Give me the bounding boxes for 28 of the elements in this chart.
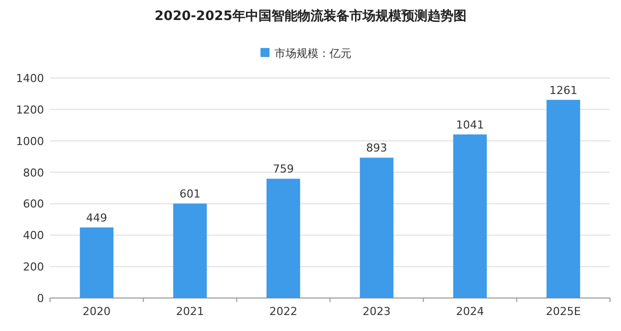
x-tick-label: 2024 bbox=[456, 305, 484, 318]
x-tick-label: 2025E bbox=[546, 305, 581, 318]
y-tick-label: 600 bbox=[23, 198, 44, 211]
y-tick-label: 0 bbox=[37, 292, 44, 305]
x-tick-label: 2022 bbox=[269, 305, 298, 318]
x-tick-label: 2021 bbox=[176, 305, 204, 318]
data-label: 449 bbox=[86, 211, 108, 224]
y-tick-label: 1200 bbox=[16, 103, 44, 116]
data-label: 1041 bbox=[456, 118, 484, 132]
data-label: 601 bbox=[180, 188, 200, 201]
bar bbox=[360, 158, 394, 298]
y-tick-label: 1400 bbox=[16, 72, 44, 85]
y-tick-label: 1000 bbox=[16, 134, 44, 148]
y-tick-label: 400 bbox=[23, 229, 44, 242]
bar bbox=[173, 204, 207, 298]
chart-title: 2020-2025年中国智能物流装备市场规模预测趋势图 bbox=[154, 8, 466, 24]
y-tick-label: 200 bbox=[23, 260, 44, 274]
data-label: 893 bbox=[366, 142, 388, 155]
data-label: 1261 bbox=[549, 84, 578, 97]
x-tick-label: 2023 bbox=[362, 305, 391, 318]
bar bbox=[266, 178, 300, 298]
legend-label: 市场规模：亿元 bbox=[274, 47, 352, 60]
data-label: 759 bbox=[272, 162, 294, 176]
bar bbox=[546, 100, 580, 298]
bar bbox=[80, 227, 114, 298]
x-tick-label: 2020 bbox=[82, 305, 111, 318]
bar bbox=[453, 134, 487, 298]
y-tick-label: 800 bbox=[23, 166, 44, 180]
